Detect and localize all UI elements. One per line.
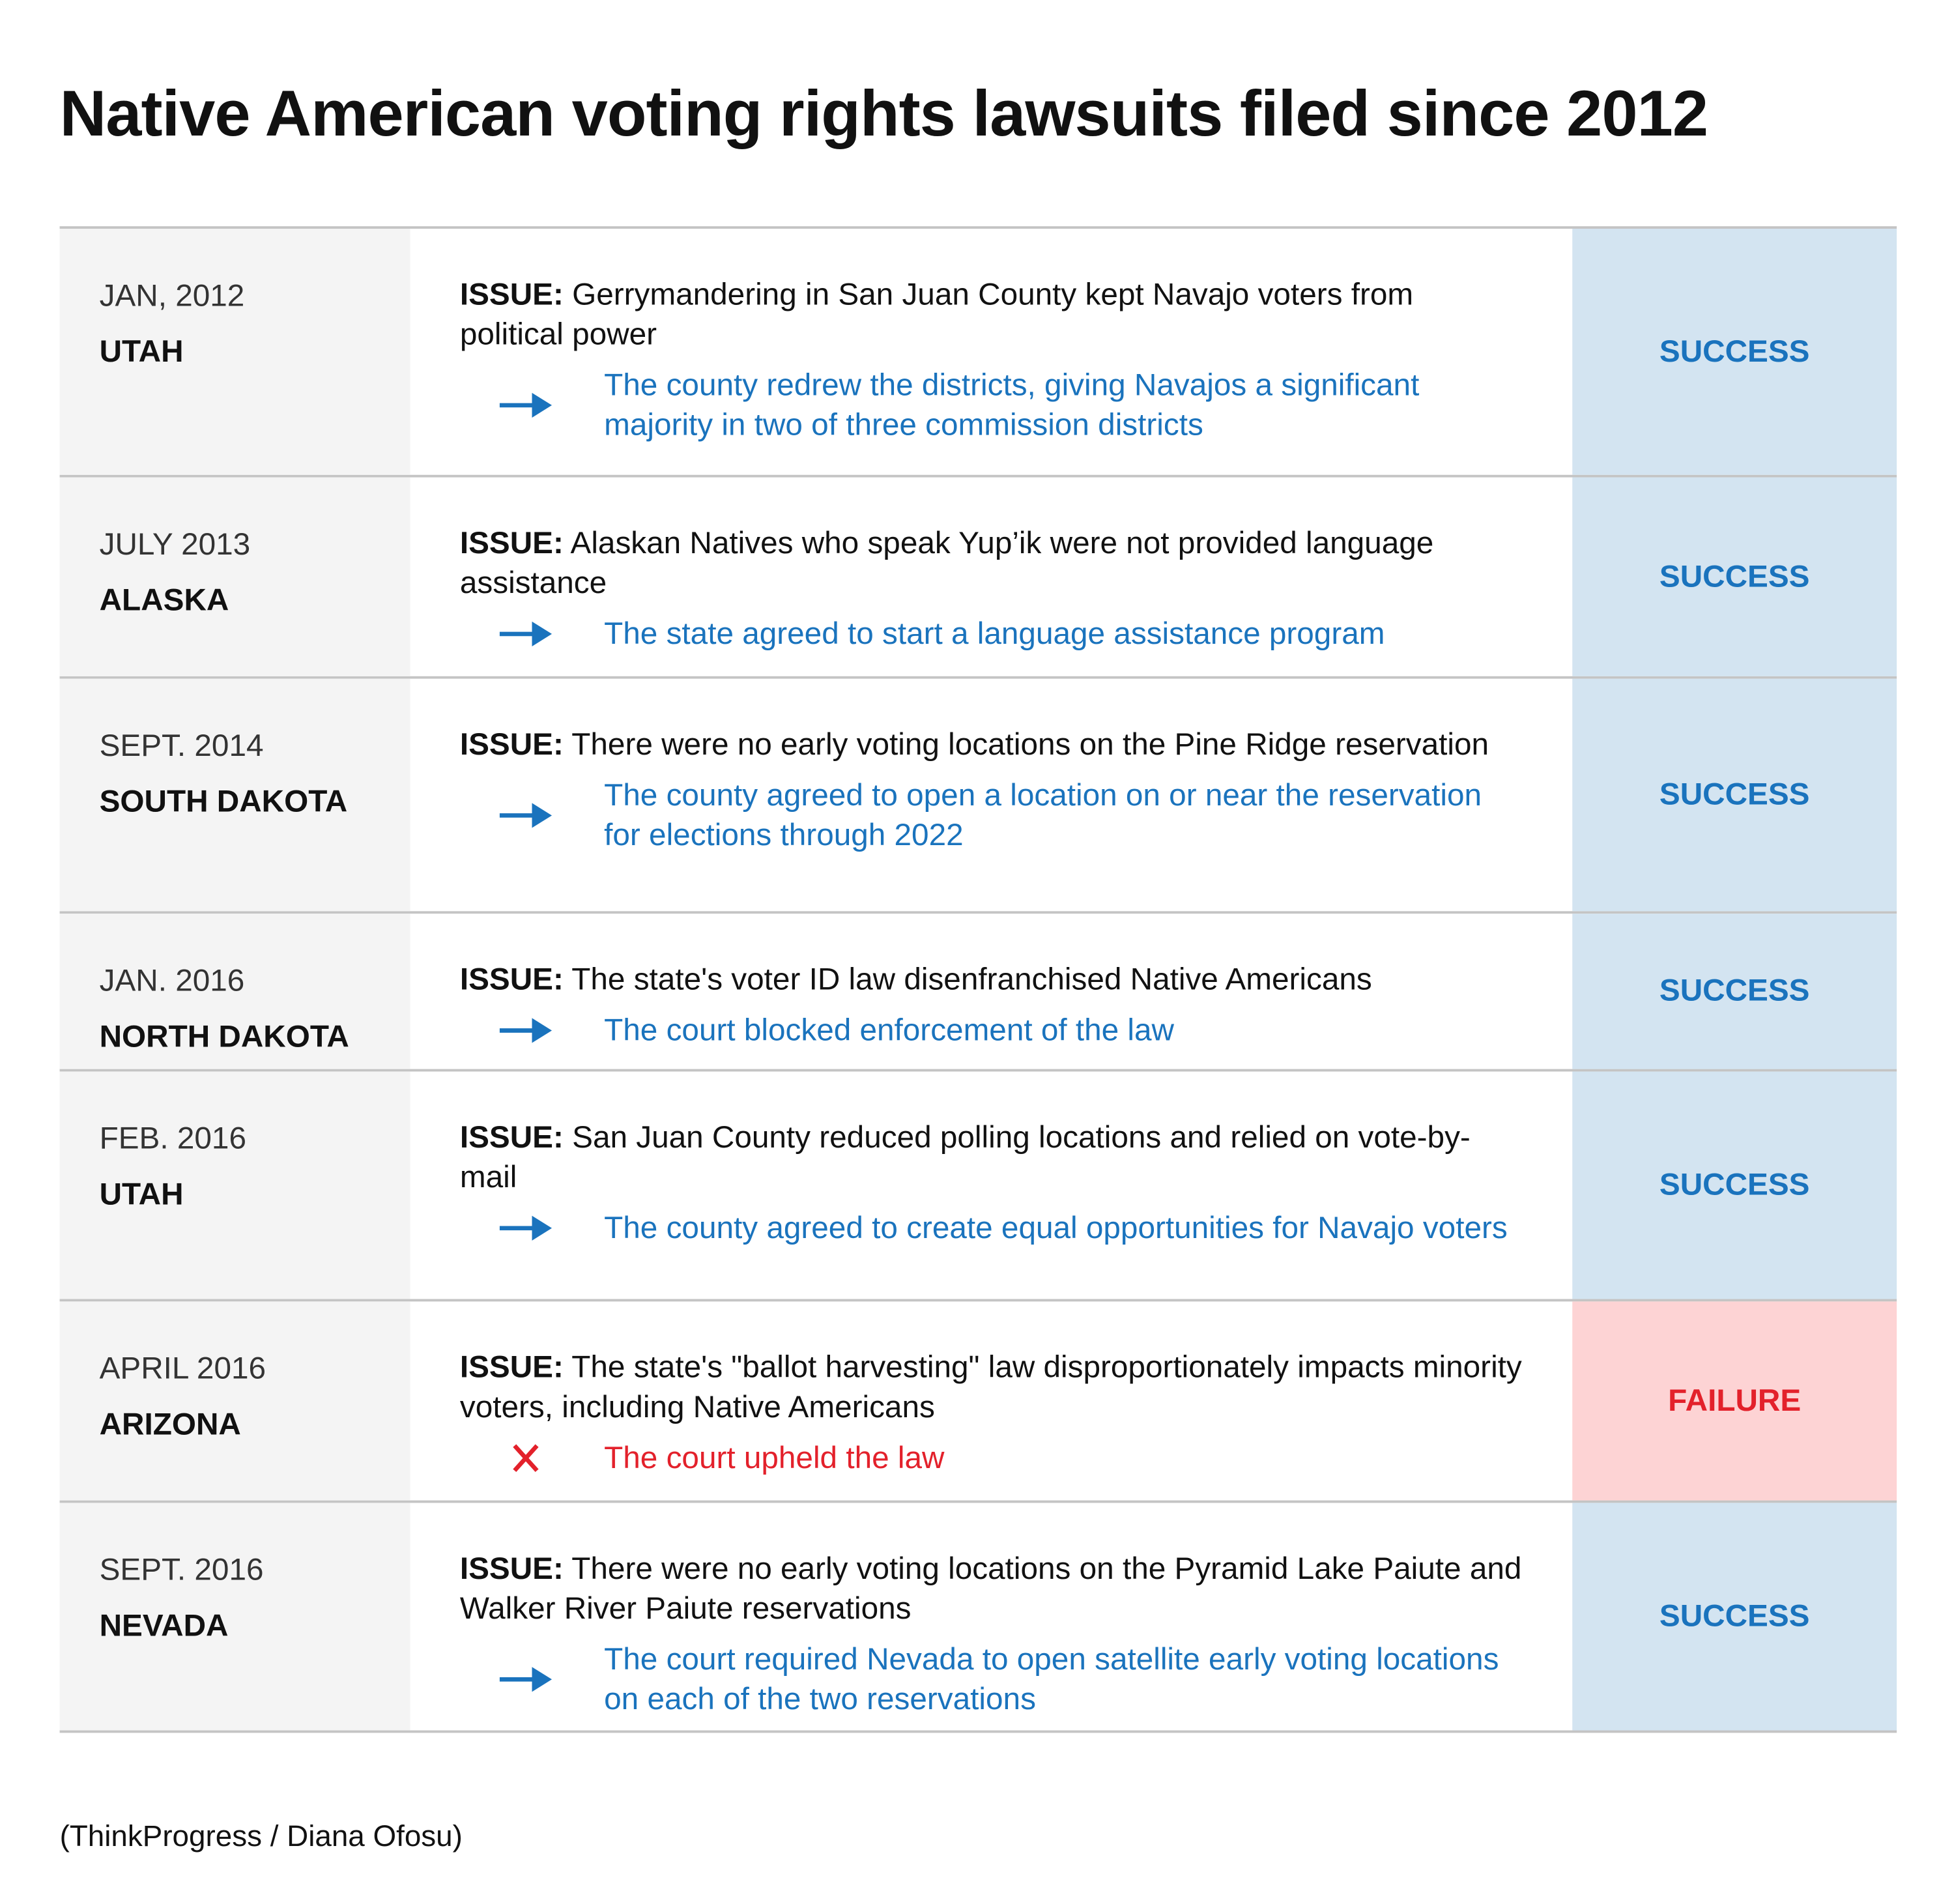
date: JULY 2013 (99, 526, 251, 562)
arrow-icon (499, 1215, 553, 1241)
outcome: The court required Nevada to open satell… (604, 1642, 1499, 1717)
date-cell: FEB. 2016 UTAH (59, 1071, 410, 1299)
state: ALASKA (99, 583, 229, 618)
date-cell: JULY 2013 ALASKA (59, 477, 410, 676)
status: SUCCESS (1659, 334, 1810, 369)
title: Native American voting rights lawsuits f… (59, 78, 1708, 151)
source: (ThinkProgress / Diana Ofosu) (59, 1819, 463, 1854)
outcome: The county agreed to create equal opport… (604, 1211, 1508, 1246)
state: UTAH (99, 1177, 184, 1213)
cross-icon (513, 1444, 539, 1473)
issue-cell: ISSUE: Gerrymandering in San Juan County… (410, 229, 1573, 475)
state: NEVADA (99, 1608, 229, 1643)
issue-text: Alaskan Natives who speak Yup’ik were no… (459, 525, 1434, 601)
outcome: The county agreed to open a location on … (604, 778, 1482, 853)
issue-label: ISSUE: (459, 1551, 564, 1587)
arrow-icon (499, 621, 553, 647)
table-row: JAN. 2016 NORTH DAKOTA ISSUE: The state's … (59, 914, 1897, 1072)
issue: ISSUE: The state's "ballot harvesting" l… (460, 1348, 1523, 1427)
issue-label: ISSUE: (459, 727, 564, 762)
date: SEPT. 2016 (99, 1552, 264, 1588)
issue: ISSUE: San Juan County reduced polling l… (460, 1118, 1523, 1197)
issue-label: ISSUE: (459, 1349, 564, 1385)
issue: ISSUE: Alaskan Natives who speak Yup’ik … (460, 523, 1523, 603)
issue: ISSUE: Gerrymandering in San Juan County… (460, 275, 1523, 354)
outcome-block: The county redrew the districts, giving … (460, 366, 1523, 445)
table-row: FEB. 2016 UTAH ISSUE: San Juan County redu… (59, 1071, 1897, 1302)
arrow-icon (499, 1018, 553, 1043)
status: SUCCESS (1659, 777, 1810, 812)
issue-text: San Juan County reduced polling location… (459, 1119, 1471, 1195)
outcome: The county redrew the districts, giving … (604, 368, 1420, 443)
arrow-icon (499, 803, 553, 828)
state: ARIZONA (99, 1407, 241, 1442)
issue: ISSUE: There were no early voting locati… (460, 725, 1523, 764)
date-cell: SEPT. 2016 NEVADA (59, 1503, 410, 1731)
outcome-block: The state agreed to start a language ass… (460, 614, 1523, 654)
issue-text: The state's "ballot harvesting" law disp… (459, 1349, 1522, 1425)
issue-text: There were no early voting locations on … (571, 727, 1489, 762)
issue-text: Gerrymandering in San Juan County kept N… (459, 277, 1414, 352)
issue-label: ISSUE: (459, 277, 564, 312)
state: SOUTH DAKOTA (99, 784, 348, 820)
status-cell: FAILURE (1572, 1301, 1897, 1501)
status-cell: SUCCESS (1572, 1503, 1897, 1731)
issue-cell: ISSUE: Alaskan Natives who speak Yup’ik … (410, 478, 1573, 676)
table-row: SEPT. 2014 SOUTH DAKOTA ISSUE: There were … (59, 678, 1897, 914)
outcome: The court upheld the law (604, 1441, 945, 1476)
issue-label: ISSUE: (459, 1119, 564, 1155)
state: UTAH (99, 334, 184, 369)
lawsuit-table: JAN, 2012 UTAH ISSUE: Gerrymandering in Sa… (59, 226, 1897, 1733)
outcome: The court blocked enforcement of the law (604, 1013, 1175, 1048)
table-row: APRIL 2016 ARIZONA ISSUE: The state's "bal… (59, 1301, 1897, 1503)
table-row: JAN, 2012 UTAH ISSUE: Gerrymandering in Sa… (59, 229, 1897, 478)
issue-cell: ISSUE: San Juan County reduced polling l… (410, 1071, 1573, 1299)
status: SUCCESS (1659, 558, 1810, 594)
status: SUCCESS (1659, 973, 1810, 1009)
status: FAILURE (1668, 1383, 1802, 1418)
outcome-block: The court blocked enforcement of the law (460, 1011, 1523, 1050)
table-row: SEPT. 2016 NEVADA ISSUE: There were no ear… (59, 1503, 1897, 1733)
status-cell: SUCCESS (1572, 229, 1897, 475)
issue-label: ISSUE: (459, 962, 564, 997)
outcome-block: The county agreed to create equal opport… (460, 1208, 1523, 1248)
arrow-icon (499, 392, 553, 418)
date: JAN. 2016 (99, 963, 245, 998)
date: APRIL 2016 (99, 1351, 266, 1387)
date-cell: APRIL 2016 ARIZONA (59, 1301, 410, 1501)
status-cell: SUCCESS (1572, 678, 1897, 912)
state: NORTH DAKOTA (99, 1019, 349, 1054)
outcome-block: The county agreed to open a location on … (460, 775, 1523, 855)
issue-label: ISSUE: (459, 525, 564, 561)
outcome: The state agreed to start a language ass… (604, 616, 1385, 652)
status-cell: SUCCESS (1572, 914, 1897, 1069)
issue: ISSUE: There were no early voting locati… (460, 1549, 1523, 1628)
date-cell: JAN. 2016 NORTH DAKOTA (59, 914, 410, 1069)
status-cell: SUCCESS (1572, 477, 1897, 676)
outcome-block: The court required Nevada to open satell… (460, 1639, 1523, 1719)
date: SEPT. 2014 (99, 728, 264, 764)
date-cell: SEPT. 2014 SOUTH DAKOTA (59, 678, 410, 912)
date-cell: JAN, 2012 UTAH (59, 229, 410, 475)
date: JAN, 2012 (99, 278, 245, 313)
issue-cell: ISSUE: The state's "ballot harvesting" l… (410, 1301, 1573, 1500)
issue-cell: ISSUE: The state's voter ID law disenfra… (410, 914, 1573, 1069)
issue-cell: ISSUE: There were no early voting locati… (410, 679, 1573, 912)
date: FEB. 2016 (99, 1121, 246, 1157)
issue-text: The state's voter ID law disenfranchised… (571, 962, 1372, 997)
issue-cell: ISSUE: There were no early voting locati… (410, 1503, 1573, 1730)
arrow-icon (499, 1667, 553, 1692)
status: SUCCESS (1659, 1598, 1810, 1634)
issue-text: There were no early voting locations on … (459, 1551, 1522, 1626)
table-row: JULY 2013 ALASKA ISSUE: Alaskan Natives wh… (59, 477, 1897, 679)
outcome-block: The court upheld the law (460, 1438, 1523, 1478)
status-cell: SUCCESS (1572, 1071, 1897, 1299)
issue: ISSUE: The state's voter ID law disenfra… (460, 960, 1523, 1000)
status: SUCCESS (1659, 1167, 1810, 1202)
